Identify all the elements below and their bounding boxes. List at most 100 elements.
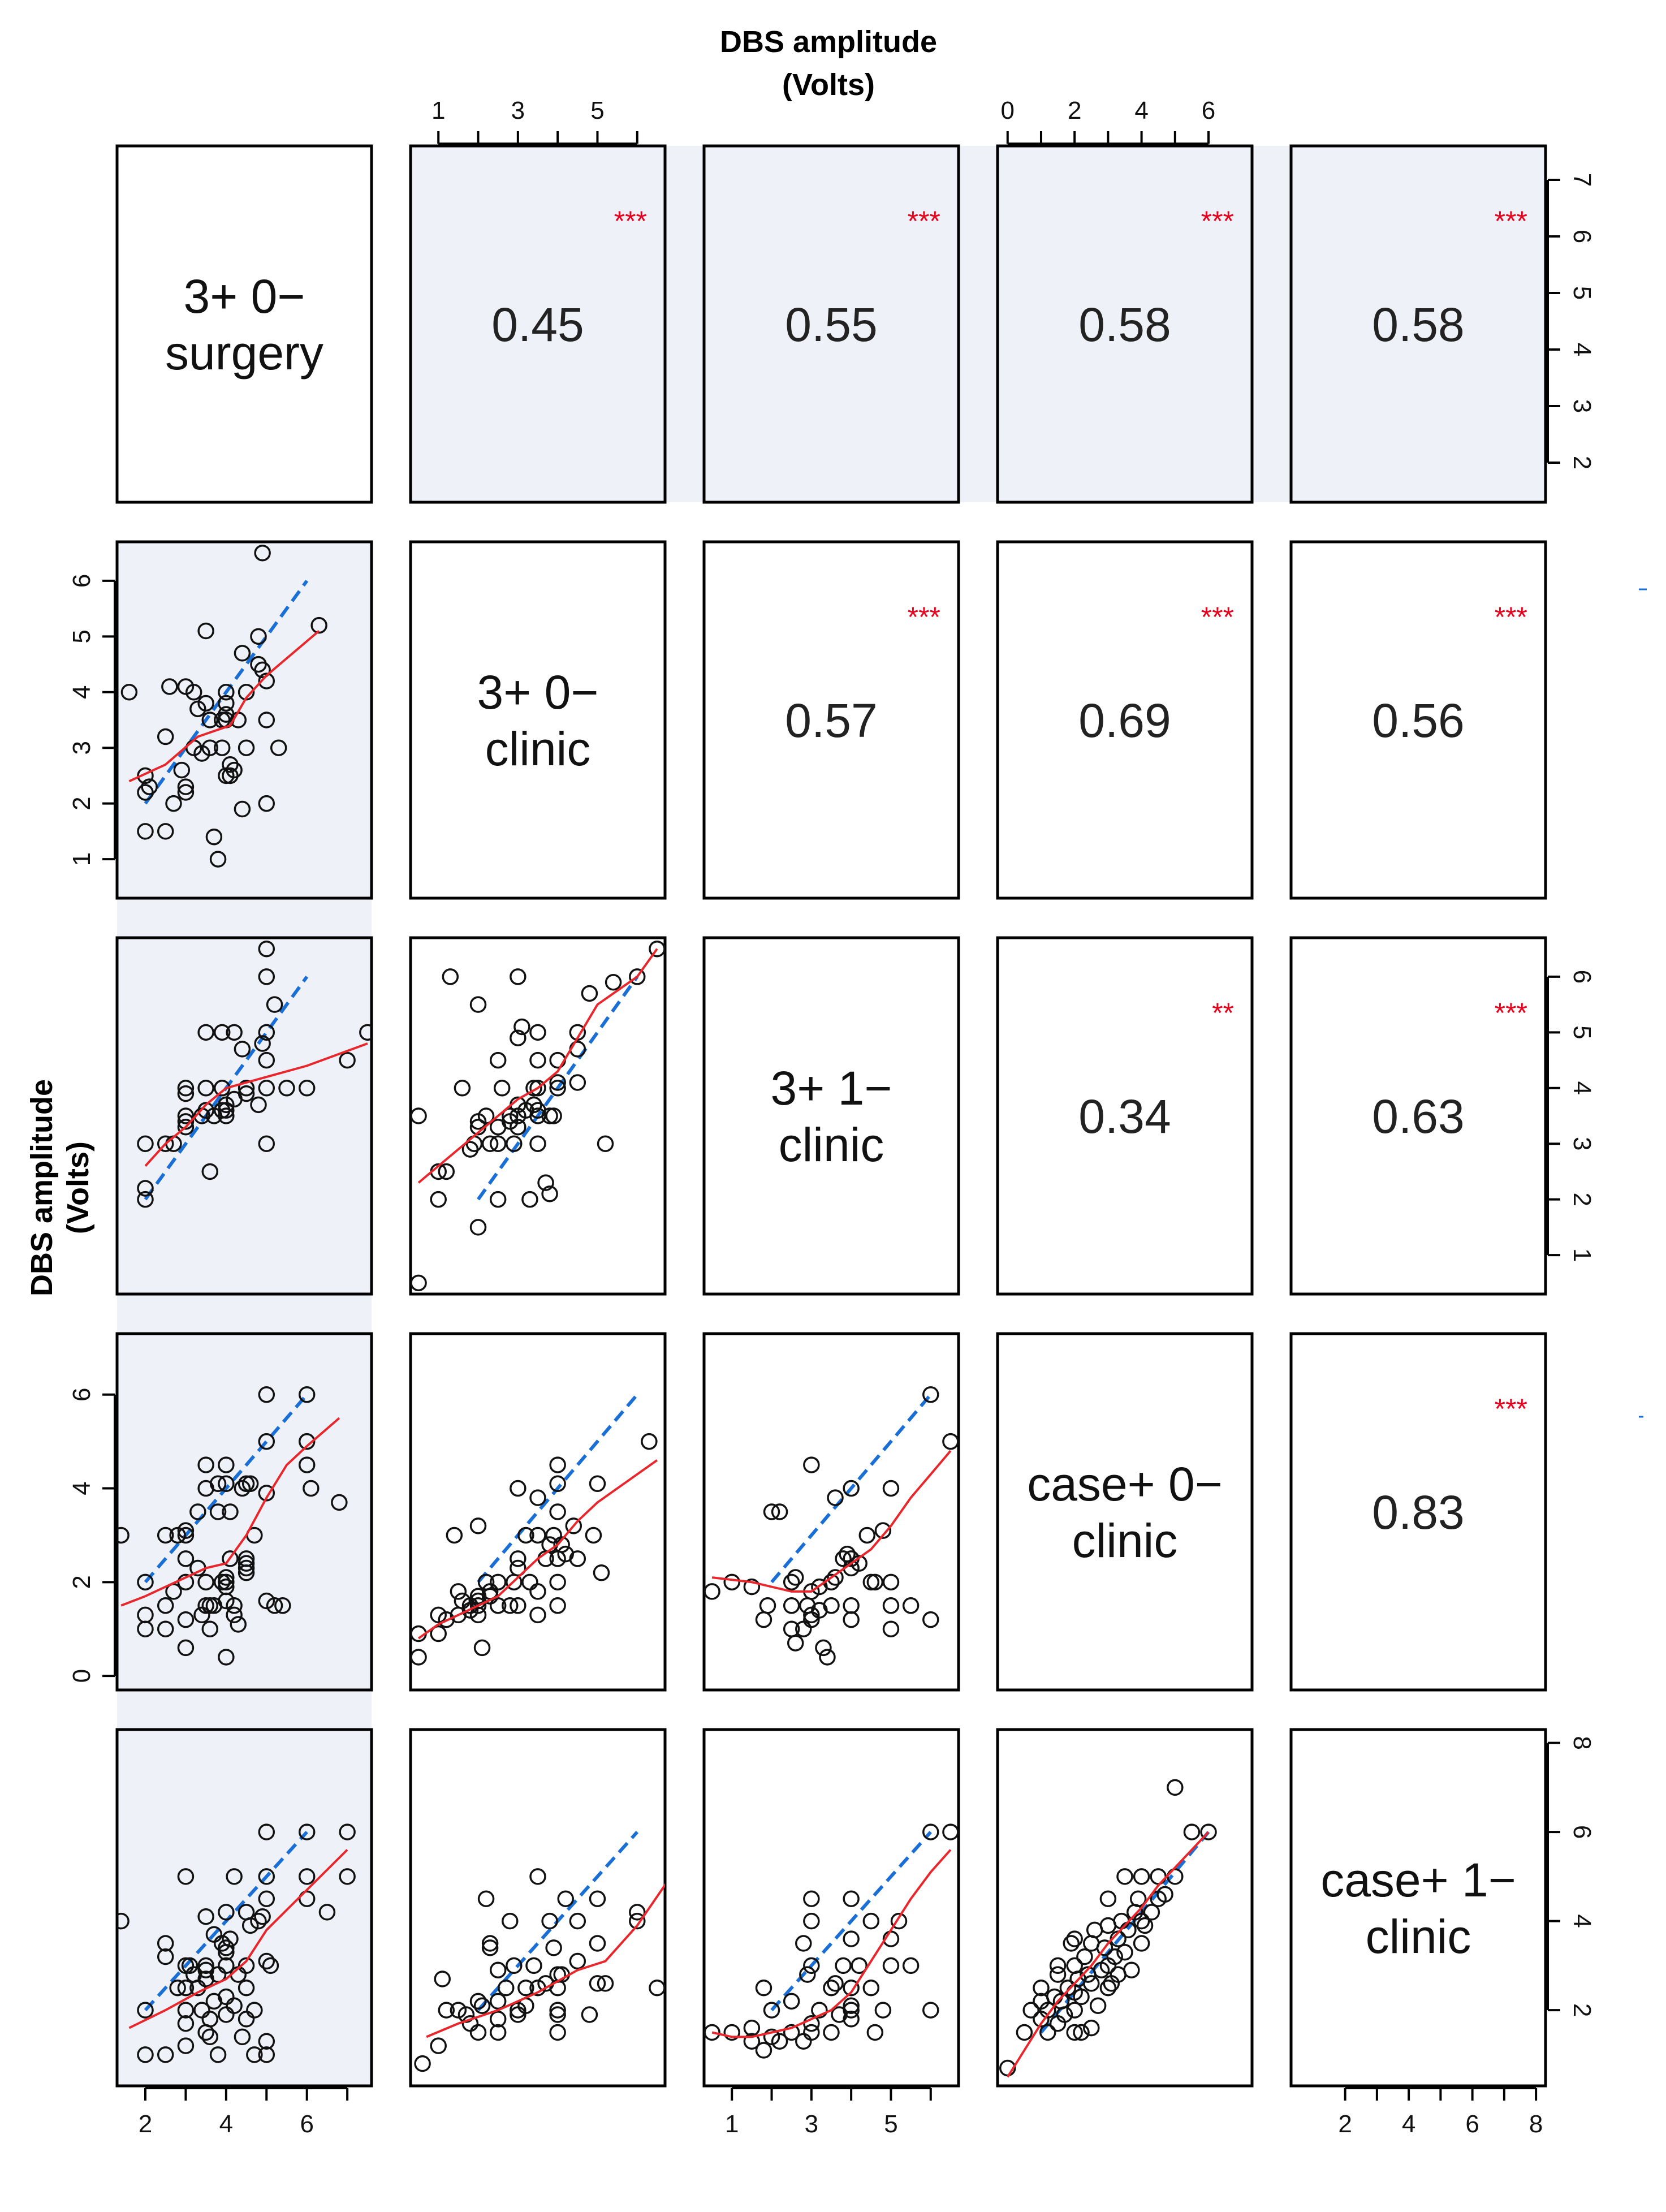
data-point bbox=[218, 684, 235, 701]
identity-line bbox=[770, 1831, 933, 2012]
data-point bbox=[823, 1597, 840, 1614]
column-shading bbox=[117, 542, 372, 2086]
correlation-value: 0.58 bbox=[1078, 298, 1171, 351]
data-point bbox=[209, 1475, 227, 1493]
data-point bbox=[902, 1597, 920, 1614]
data-point bbox=[318, 1904, 336, 1921]
data-point bbox=[549, 1456, 566, 1473]
data-point bbox=[201, 2028, 219, 2046]
variable-label-line2: clinic bbox=[485, 722, 591, 775]
data-point bbox=[238, 1085, 255, 1102]
data-point bbox=[205, 828, 223, 846]
data-point bbox=[922, 2002, 939, 2019]
data-point bbox=[169, 1980, 186, 1997]
data-point bbox=[213, 739, 231, 756]
data-point bbox=[827, 1569, 844, 1586]
data-point bbox=[303, 1480, 320, 1497]
data-point bbox=[157, 1935, 174, 1952]
data-point bbox=[629, 1912, 646, 1930]
data-point bbox=[201, 739, 219, 756]
scatter-panel-4-2 bbox=[704, 1823, 959, 2059]
data-point bbox=[843, 1997, 860, 2014]
data-point bbox=[177, 784, 195, 801]
data-point bbox=[137, 767, 154, 784]
panel-background bbox=[1291, 938, 1546, 1294]
panel-background bbox=[704, 1730, 959, 2086]
data-point bbox=[1066, 2002, 1083, 2019]
data-point bbox=[755, 2042, 772, 2059]
data-point bbox=[537, 1174, 554, 1191]
data-point bbox=[430, 1625, 447, 1642]
data-point bbox=[882, 1597, 900, 1614]
data-point bbox=[197, 695, 214, 712]
data-point bbox=[1089, 1997, 1107, 2014]
panel-content bbox=[704, 1823, 959, 2059]
data-point bbox=[218, 1456, 235, 1473]
data-point bbox=[258, 1135, 275, 1152]
data-point bbox=[506, 1135, 523, 1152]
data-point bbox=[177, 1527, 195, 1544]
right-tick-label: 3 bbox=[1568, 399, 1596, 413]
data-point bbox=[209, 2046, 227, 2063]
data-point bbox=[177, 1573, 195, 1591]
data-point bbox=[553, 1536, 570, 1553]
data-point bbox=[258, 2046, 275, 2063]
scatter-panel-4-1 bbox=[414, 1831, 665, 2072]
data-point bbox=[197, 1024, 214, 1041]
data-point bbox=[189, 1503, 206, 1520]
data-point bbox=[238, 739, 255, 756]
data-point bbox=[597, 1135, 614, 1152]
data-point bbox=[473, 1639, 491, 1657]
panel-background bbox=[704, 1334, 959, 1690]
data-point bbox=[803, 2024, 820, 2041]
data-point bbox=[510, 1480, 526, 1497]
data-point bbox=[258, 1890, 275, 1907]
data-point bbox=[549, 2002, 566, 2019]
data-point bbox=[120, 684, 138, 701]
data-point bbox=[411, 1274, 427, 1292]
data-point bbox=[605, 974, 622, 991]
top-tick-label: 0 bbox=[1001, 97, 1015, 124]
data-point bbox=[593, 1564, 610, 1581]
data-point bbox=[481, 1135, 499, 1152]
data-point bbox=[177, 1868, 195, 1885]
data-point bbox=[258, 672, 275, 689]
data-point bbox=[258, 940, 275, 958]
top-tick-label: 1 bbox=[431, 97, 445, 124]
left-tick-label: 1 bbox=[68, 852, 96, 866]
data-point bbox=[589, 1975, 606, 1992]
panel-frame-3-4 bbox=[1289, 1332, 1547, 1692]
fit-line bbox=[711, 1849, 952, 2038]
data-point bbox=[438, 1163, 455, 1180]
data-point bbox=[1083, 2019, 1100, 2037]
fit-line bbox=[417, 1459, 658, 1640]
right-tick-label: 4 bbox=[1568, 343, 1596, 356]
panel-background bbox=[998, 542, 1252, 898]
data-point bbox=[549, 1080, 566, 1097]
top-tick-label: 3 bbox=[511, 97, 525, 124]
data-point bbox=[942, 1433, 959, 1450]
right-tick-label: 2 bbox=[1568, 2003, 1596, 2017]
data-point bbox=[213, 1024, 231, 1041]
right-tick-label: 5 bbox=[1568, 286, 1596, 300]
data-point bbox=[589, 1890, 606, 1907]
data-point bbox=[743, 2033, 761, 2050]
panel-content bbox=[411, 1393, 658, 1666]
data-point bbox=[157, 1948, 174, 1965]
correlation-value: 0.57 bbox=[785, 694, 878, 747]
left-tick-label: 2 bbox=[68, 796, 96, 810]
data-point bbox=[843, 1480, 860, 1497]
data-point bbox=[238, 1080, 255, 1097]
data-point bbox=[1133, 1868, 1150, 1885]
right-tick-label: 8 bbox=[1568, 1736, 1596, 1749]
data-point bbox=[589, 1935, 606, 1952]
data-point bbox=[1083, 1975, 1100, 1992]
top-tick-label: 5 bbox=[590, 97, 604, 124]
correlation-value: 0.56 bbox=[1372, 694, 1465, 747]
data-point bbox=[411, 1107, 427, 1124]
data-point bbox=[274, 1597, 291, 1614]
significance-stars: *** bbox=[614, 205, 647, 237]
data-point bbox=[862, 1573, 880, 1591]
data-point bbox=[529, 1080, 546, 1097]
fit-line bbox=[711, 1450, 952, 1593]
